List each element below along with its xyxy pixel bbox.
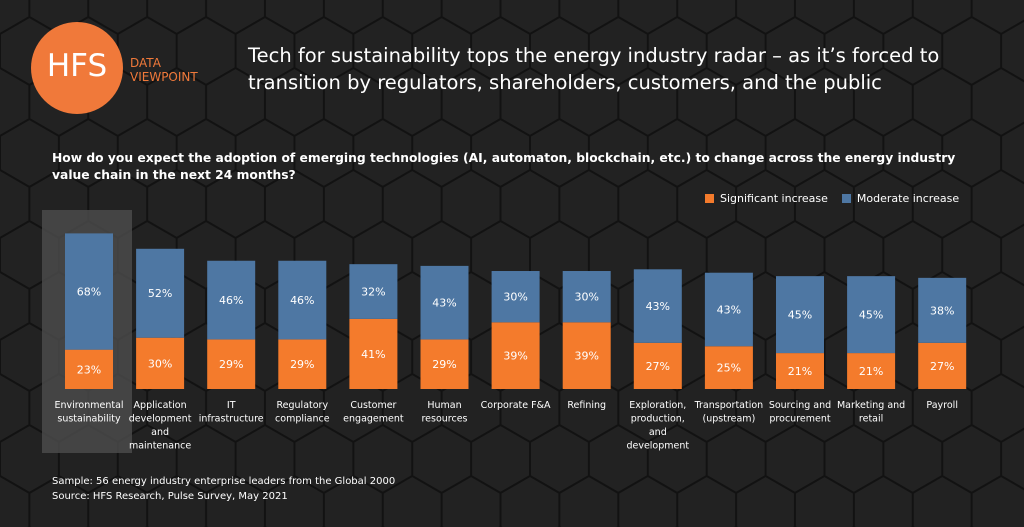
legend-swatch: [841, 194, 851, 203]
data-label: 29%: [290, 358, 314, 371]
hfs-logo: HFS: [31, 22, 123, 114]
legend-item-moderate: Moderate increase: [841, 192, 960, 205]
bar-significant: [562, 322, 611, 389]
bar-moderate: [349, 264, 398, 319]
data-label: 29%: [219, 358, 243, 371]
data-label: 32%: [361, 286, 385, 299]
bar-significant: [491, 322, 540, 389]
logo-sub1: DATA: [130, 56, 161, 70]
data-label: 46%: [219, 294, 243, 307]
category-label: IT infrastructure: [199, 400, 264, 425]
bar-moderate: [491, 271, 540, 323]
legend-item-significant: Significant increase: [705, 192, 828, 205]
data-label: 30%: [503, 291, 527, 304]
data-label: 43%: [717, 303, 741, 316]
category-label: Refining: [567, 400, 606, 411]
legend-label: Significant increase: [720, 192, 828, 205]
bar-moderate: [847, 276, 896, 354]
bar-significant: [136, 337, 185, 389]
category-label: Exploration, production, and development: [626, 400, 689, 452]
category-label: Application development and maintenance: [129, 400, 192, 452]
chart-question: How do you expect the adoption of emergi…: [52, 151, 956, 182]
bar-moderate: [136, 248, 185, 338]
data-label: 41%: [361, 348, 385, 361]
category-label: Customer engagement: [343, 400, 404, 425]
data-label: 68%: [77, 286, 101, 299]
data-label: 30%: [148, 357, 172, 370]
bar-significant: [349, 318, 398, 389]
category-label: Corporate F&A: [481, 400, 551, 411]
bar-moderate: [776, 276, 824, 354]
data-label: 45%: [788, 309, 812, 322]
bar-moderate: [278, 260, 327, 340]
legend-label: Moderate increase: [856, 192, 960, 205]
logo-subtitle: DATA VIEWPOINT: [130, 56, 198, 84]
category-label: Transportation (upstream): [694, 400, 764, 425]
bar-significant: [918, 342, 967, 389]
category-label: Regulatory compliance: [275, 400, 330, 425]
logo-text: HFS: [46, 48, 108, 84]
footnotes: Sample: 56 energy industry enterprise le…: [52, 474, 395, 504]
data-label: 43%: [432, 297, 456, 310]
logo-sub2: VIEWPOINT: [130, 70, 198, 84]
bar-significant: [278, 339, 327, 389]
bar-significant: [207, 339, 256, 389]
source-note: Source: HFS Research, Pulse Survey, May …: [52, 491, 288, 502]
data-label: 23%: [77, 363, 101, 376]
page-title: Tech for sustainability tops the energy …: [248, 44, 940, 94]
data-label: 29%: [432, 358, 456, 371]
category-label: Human resources: [421, 400, 467, 425]
bar-moderate: [918, 277, 967, 343]
category-label: Sourcing and procurement: [769, 400, 831, 425]
data-label: 39%: [574, 350, 598, 363]
bar-significant: [633, 342, 682, 389]
category-label: Environmental sustainability: [54, 400, 123, 425]
data-label: 27%: [930, 360, 954, 373]
data-label: 38%: [930, 304, 954, 317]
data-label: 45%: [859, 309, 883, 322]
category-label: Marketing and retail: [837, 400, 905, 425]
legend: Significant increase Moderate increase: [705, 192, 959, 205]
bar-moderate: [633, 269, 682, 343]
sample-note: Sample: 56 energy industry enterprise le…: [52, 476, 396, 487]
bar-moderate: [65, 233, 113, 350]
bar-moderate: [704, 272, 753, 347]
data-label: 21%: [859, 365, 883, 378]
bar-significant: [847, 353, 896, 389]
data-label: 30%: [574, 291, 598, 304]
data-label: 43%: [646, 300, 670, 313]
data-label: 21%: [788, 365, 812, 378]
category-label: Payroll: [926, 400, 958, 411]
bar-significant: [704, 346, 753, 389]
data-label: 25%: [717, 362, 741, 375]
data-label: 39%: [503, 350, 527, 363]
bar-moderate: [562, 271, 611, 323]
bar-moderate: [420, 265, 469, 340]
bar-significant: [65, 349, 113, 389]
data-label: 27%: [646, 360, 670, 373]
data-label: 52%: [148, 287, 172, 300]
bar-moderate: [207, 260, 256, 340]
data-label: 46%: [290, 294, 314, 307]
bar-significant: [420, 339, 469, 389]
bar-significant: [776, 353, 824, 389]
legend-swatch: [705, 194, 714, 203]
